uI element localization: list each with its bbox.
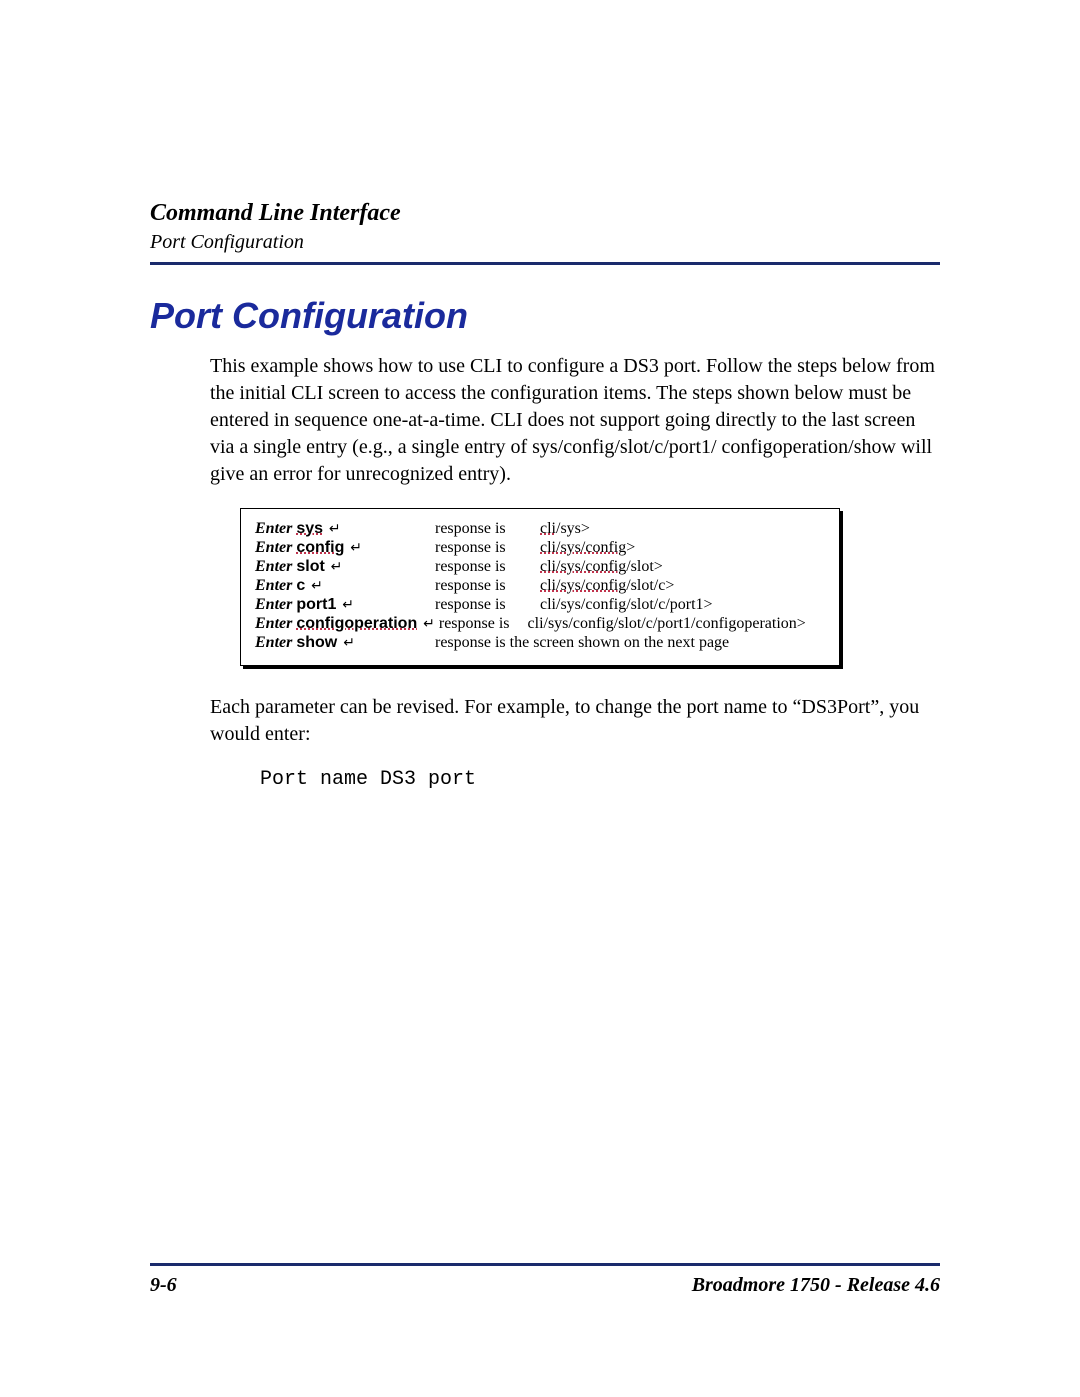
response-label: response is	[439, 615, 510, 633]
enter-label: Enter	[255, 577, 292, 594]
page-footer: 9-6 Broadmore 1750 - Release 4.6	[150, 1263, 940, 1297]
enter-label: Enter	[255, 634, 292, 651]
page-header: Command Line Interface Port Configuratio…	[150, 200, 940, 265]
command-word: configoperation	[296, 615, 417, 632]
command-row: Enter config ↵ response iscli/sys/config>	[255, 539, 825, 557]
response-text: cli/sys/config/slot/c/port1/configoperat…	[528, 615, 825, 633]
command-word: c	[296, 577, 305, 594]
return-icon: ↵	[307, 577, 323, 593]
section-subtitle: Port Configuration	[150, 231, 940, 254]
intro-paragraph: This example shows how to use CLI to con…	[150, 353, 940, 488]
command-word: slot	[296, 558, 324, 575]
response-text: cli/sys/config>	[540, 539, 825, 557]
return-icon: ↵	[338, 596, 354, 612]
product-release: Broadmore 1750 - Release 4.6	[692, 1274, 940, 1297]
command-row: Enter c ↵ response iscli/sys/config/slot/…	[255, 577, 825, 595]
command-row: Enter configoperation ↵response is cli/sy…	[255, 615, 825, 633]
page-number: 9-6	[150, 1274, 177, 1297]
chapter-title: Command Line Interface	[150, 200, 940, 227]
return-icon: ↵	[327, 558, 343, 574]
command-row: Enter port1 ↵ response iscli/sys/config/s…	[255, 596, 825, 614]
return-icon: ↵	[343, 634, 355, 650]
response-label: response is	[435, 539, 540, 557]
command-row: Enter sys ↵ response iscli/sys>	[255, 520, 825, 538]
command-word: sys	[296, 520, 323, 537]
response-label: response is	[435, 577, 540, 595]
footer-row: 9-6 Broadmore 1750 - Release 4.6	[150, 1274, 940, 1297]
footer-rule	[150, 1263, 940, 1266]
section-heading: Port Configuration	[150, 295, 940, 337]
response-label: response is	[435, 596, 540, 614]
post-paragraph: Each parameter can be revised. For examp…	[150, 694, 940, 748]
enter-label: Enter	[255, 558, 292, 575]
last-row-tail: response is the screen shown on the next…	[435, 634, 825, 652]
response-text: cli/sys/config/slot/c/port1>	[540, 596, 825, 614]
header-rule	[150, 262, 940, 265]
page: Command Line Interface Port Configuratio…	[0, 0, 1080, 1397]
command-box: Enter sys ↵response iscli/sys>Enter conf…	[240, 508, 840, 666]
response-label: response is	[435, 558, 540, 576]
response-text: cli/sys>	[540, 520, 825, 538]
response-text: cli/sys/config/slot>	[540, 558, 825, 576]
enter-label: Enter	[255, 596, 292, 613]
response-text: cli/sys/config/slot/c>	[540, 577, 825, 595]
command-box-wrap: Enter sys ↵response iscli/sys>Enter conf…	[240, 508, 840, 666]
return-icon: ↵	[419, 615, 435, 631]
return-icon: ↵	[346, 539, 362, 555]
code-line: Port name DS3 port	[260, 768, 940, 791]
command-word-last: show	[296, 634, 337, 651]
enter-label: Enter	[255, 539, 292, 556]
command-rows: Enter sys ↵response iscli/sys>Enter conf…	[255, 520, 825, 633]
command-word: port1	[296, 596, 336, 613]
command-row-last: Enter show ↵ response is the screen show…	[255, 634, 825, 652]
enter-label: Enter	[255, 615, 292, 632]
enter-label: Enter	[255, 520, 292, 537]
response-label: response is	[435, 520, 540, 538]
return-icon: ↵	[325, 520, 341, 536]
command-row: Enter slot ↵ response iscli/sys/config/sl…	[255, 558, 825, 576]
command-word: config	[296, 539, 344, 556]
